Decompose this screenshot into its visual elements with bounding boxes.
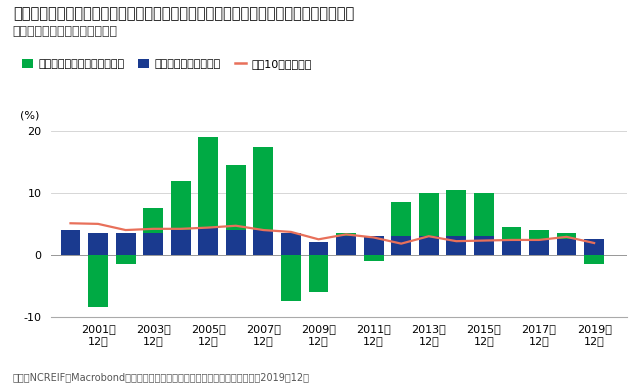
Bar <box>226 230 246 255</box>
Bar <box>253 147 273 230</box>
Bar <box>281 233 301 255</box>
Bar <box>171 230 191 255</box>
Bar <box>557 233 577 239</box>
Bar <box>391 236 411 255</box>
Bar <box>474 236 494 255</box>
Bar <box>502 227 522 239</box>
Bar <box>281 255 301 301</box>
Bar <box>584 255 604 264</box>
Bar <box>88 255 108 307</box>
Bar <box>143 208 163 233</box>
Bar <box>474 193 494 236</box>
Bar <box>116 255 136 264</box>
Bar <box>364 236 383 255</box>
Bar <box>336 233 356 236</box>
Bar <box>502 239 522 255</box>
Bar <box>529 239 549 255</box>
Bar <box>171 181 191 230</box>
Bar <box>308 242 328 255</box>
Text: (%): (%) <box>20 110 39 120</box>
Bar <box>364 255 383 261</box>
Text: 米国森林投資のリターンと内訳: 米国森林投資のリターンと内訳 <box>13 25 118 38</box>
Legend: 森林投資キャピタル・ゲイン, 森林投資インカム収益, 米国10年債利回り: 森林投資キャピタル・ゲイン, 森林投資インカム収益, 米国10年債利回り <box>22 59 312 69</box>
Bar <box>253 230 273 255</box>
Bar <box>116 233 136 255</box>
Bar <box>419 193 438 236</box>
Bar <box>529 230 549 239</box>
Bar <box>447 190 467 236</box>
Bar <box>88 233 108 255</box>
Bar <box>447 236 467 255</box>
Bar <box>557 239 577 255</box>
Bar <box>584 239 604 255</box>
Text: 出所：NCREIF、Macrobond、ハンコック・ナチュラル・リソース・グループ、2019年12月: 出所：NCREIF、Macrobond、ハンコック・ナチュラル・リソース・グルー… <box>13 372 310 382</box>
Bar <box>198 137 218 227</box>
Bar <box>198 227 218 255</box>
Bar <box>308 255 328 292</box>
Bar <box>336 236 356 255</box>
Bar <box>226 165 246 230</box>
Bar <box>391 202 411 236</box>
Text: 森林投資：安定的なインカム収益に加え、キャピタル・ゲインや資産保全が期待される: 森林投資：安定的なインカム収益に加え、キャピタル・ゲインや資産保全が期待される <box>13 6 354 21</box>
Bar <box>61 230 81 255</box>
Bar <box>143 233 163 255</box>
Bar <box>419 236 438 255</box>
